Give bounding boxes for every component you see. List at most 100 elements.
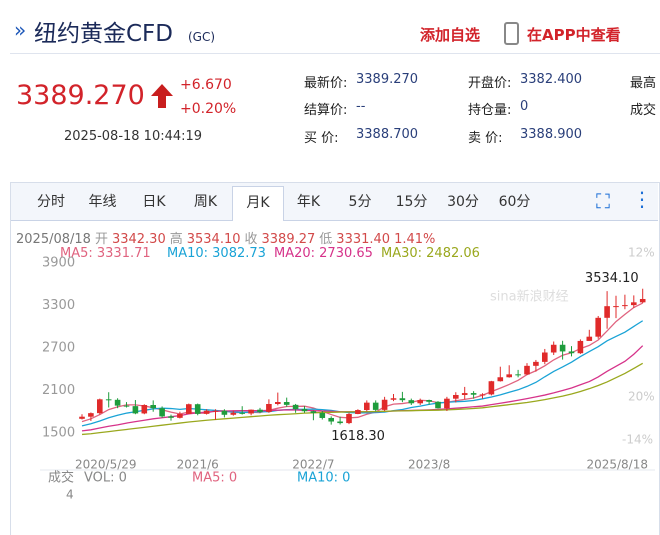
candle-body: [533, 361, 539, 366]
candle-body: [346, 414, 352, 424]
quote-value: 3389.270: [356, 72, 419, 87]
candle-body: [506, 374, 512, 378]
candle-body: [479, 394, 486, 396]
title: 纽约黄金CFD: [34, 21, 173, 47]
candle-body: [177, 413, 183, 418]
candle-body: [568, 351, 575, 354]
quote-label: 成交: [630, 103, 657, 118]
candle-body: [221, 410, 228, 415]
tab[interactable]: 年K: [296, 194, 321, 210]
candle-body: [364, 402, 370, 411]
candle-body: [524, 365, 530, 375]
right-label: -14%: [622, 433, 653, 447]
tab[interactable]: 5分: [348, 194, 372, 210]
candle-body: [372, 402, 379, 410]
candle-body: [159, 408, 165, 417]
fullscreen-icon[interactable]: ⛶: [596, 189, 610, 213]
tab[interactable]: 年线: [88, 194, 117, 210]
candle-body: [123, 405, 130, 407]
info-label: 低: [319, 232, 333, 247]
volume-value: VOL: 0: [84, 471, 127, 486]
right-label: 12%: [628, 246, 655, 260]
quote-value: 3388.700: [356, 127, 419, 142]
y-tick-label: 1500: [42, 426, 75, 441]
candle-body: [550, 344, 557, 353]
candle-body: [639, 298, 646, 303]
quote-label: 最高: [630, 76, 657, 91]
candle-body: [266, 403, 272, 412]
candle-body: [542, 352, 548, 362]
phone-icon: [504, 22, 519, 45]
candle-body: [230, 412, 237, 415]
candle-body: [301, 409, 308, 412]
x-tick-label: 2020/5/29: [75, 458, 137, 472]
candle-body: [88, 413, 94, 417]
candle-body: [426, 400, 432, 402]
y-tick-label: 2100: [42, 383, 75, 398]
info-value: 1.41%: [394, 232, 436, 247]
candle-body: [622, 305, 628, 307]
x-tick-label: 2023/8: [408, 458, 450, 472]
candle-body: [435, 401, 441, 409]
candle-body: [408, 400, 415, 404]
candle-body: [631, 302, 637, 306]
tab[interactable]: 分时: [37, 194, 65, 210]
y-tick-label: 3900: [42, 255, 75, 270]
info-value: 3331.40: [336, 232, 391, 247]
candle-body: [194, 404, 201, 414]
tab[interactable]: 30分: [447, 194, 479, 210]
tab[interactable]: 周K: [193, 194, 218, 210]
app-button[interactable]: 在APP中查看: [527, 26, 621, 44]
candle-body: [328, 417, 334, 422]
quote-value: --: [356, 99, 366, 114]
x-tick-label: 2021/6: [177, 458, 219, 472]
ma-line: [81, 320, 644, 427]
volume-ma5: MA5: 0: [192, 471, 237, 486]
candle-body: [381, 399, 388, 410]
candle-body: [248, 409, 254, 414]
quote-value: 3388.900: [520, 127, 583, 142]
candle-body: [168, 416, 174, 418]
candle-body: [613, 306, 619, 308]
candle-body: [203, 410, 210, 414]
tab[interactable]: 月K: [232, 186, 284, 221]
add-button[interactable]: 添加自选: [420, 26, 481, 44]
info-line: 2025/08/18 开 3342.30 高 3534.10 收 3389.27 低 3331.…: [16, 228, 439, 247]
quote-value: 0: [520, 99, 529, 114]
volume-label: 成交: [48, 470, 74, 486]
watermark: sina新浪财经: [490, 289, 569, 305]
candle-body: [559, 344, 566, 352]
right-label: 20%: [628, 390, 655, 404]
y-tick-label: 2700: [42, 340, 75, 355]
max-annotation: 3534.10: [585, 271, 639, 286]
more-icon[interactable]: ⋮: [632, 187, 652, 211]
candle-body: [132, 406, 139, 414]
candle-body: [150, 404, 156, 409]
change-percent: +0.20%: [180, 101, 237, 117]
tab[interactable]: 日K: [142, 194, 166, 210]
candle-body: [283, 402, 290, 405]
candle-body: [239, 412, 245, 414]
candle-body: [310, 411, 317, 414]
candle-body: [319, 413, 326, 418]
quote-label: 持仓量:: [468, 103, 512, 118]
quote-label: 最新价:: [304, 76, 348, 91]
candle-body: [79, 416, 85, 419]
info-label: 收: [244, 232, 258, 247]
candle-body: [114, 399, 121, 406]
tab[interactable]: 60分: [498, 194, 531, 210]
candle-body: [417, 400, 423, 404]
ma-line: [81, 345, 644, 432]
code: (GC): [188, 30, 216, 44]
candle-body: [337, 421, 343, 424]
nav-icon[interactable]: »: [14, 18, 27, 42]
legend: MA5: 3331.71 MA10: 3082.73 MA20: 2730.65 MA…: [60, 246, 488, 261]
quote-label: 开盘价:: [468, 76, 512, 91]
candle-body: [355, 410, 361, 414]
candle-body: [186, 404, 192, 414]
tab[interactable]: 15分: [395, 194, 428, 210]
candle-body: [105, 399, 112, 401]
x-tick-label: 2025/8/18: [586, 458, 648, 472]
